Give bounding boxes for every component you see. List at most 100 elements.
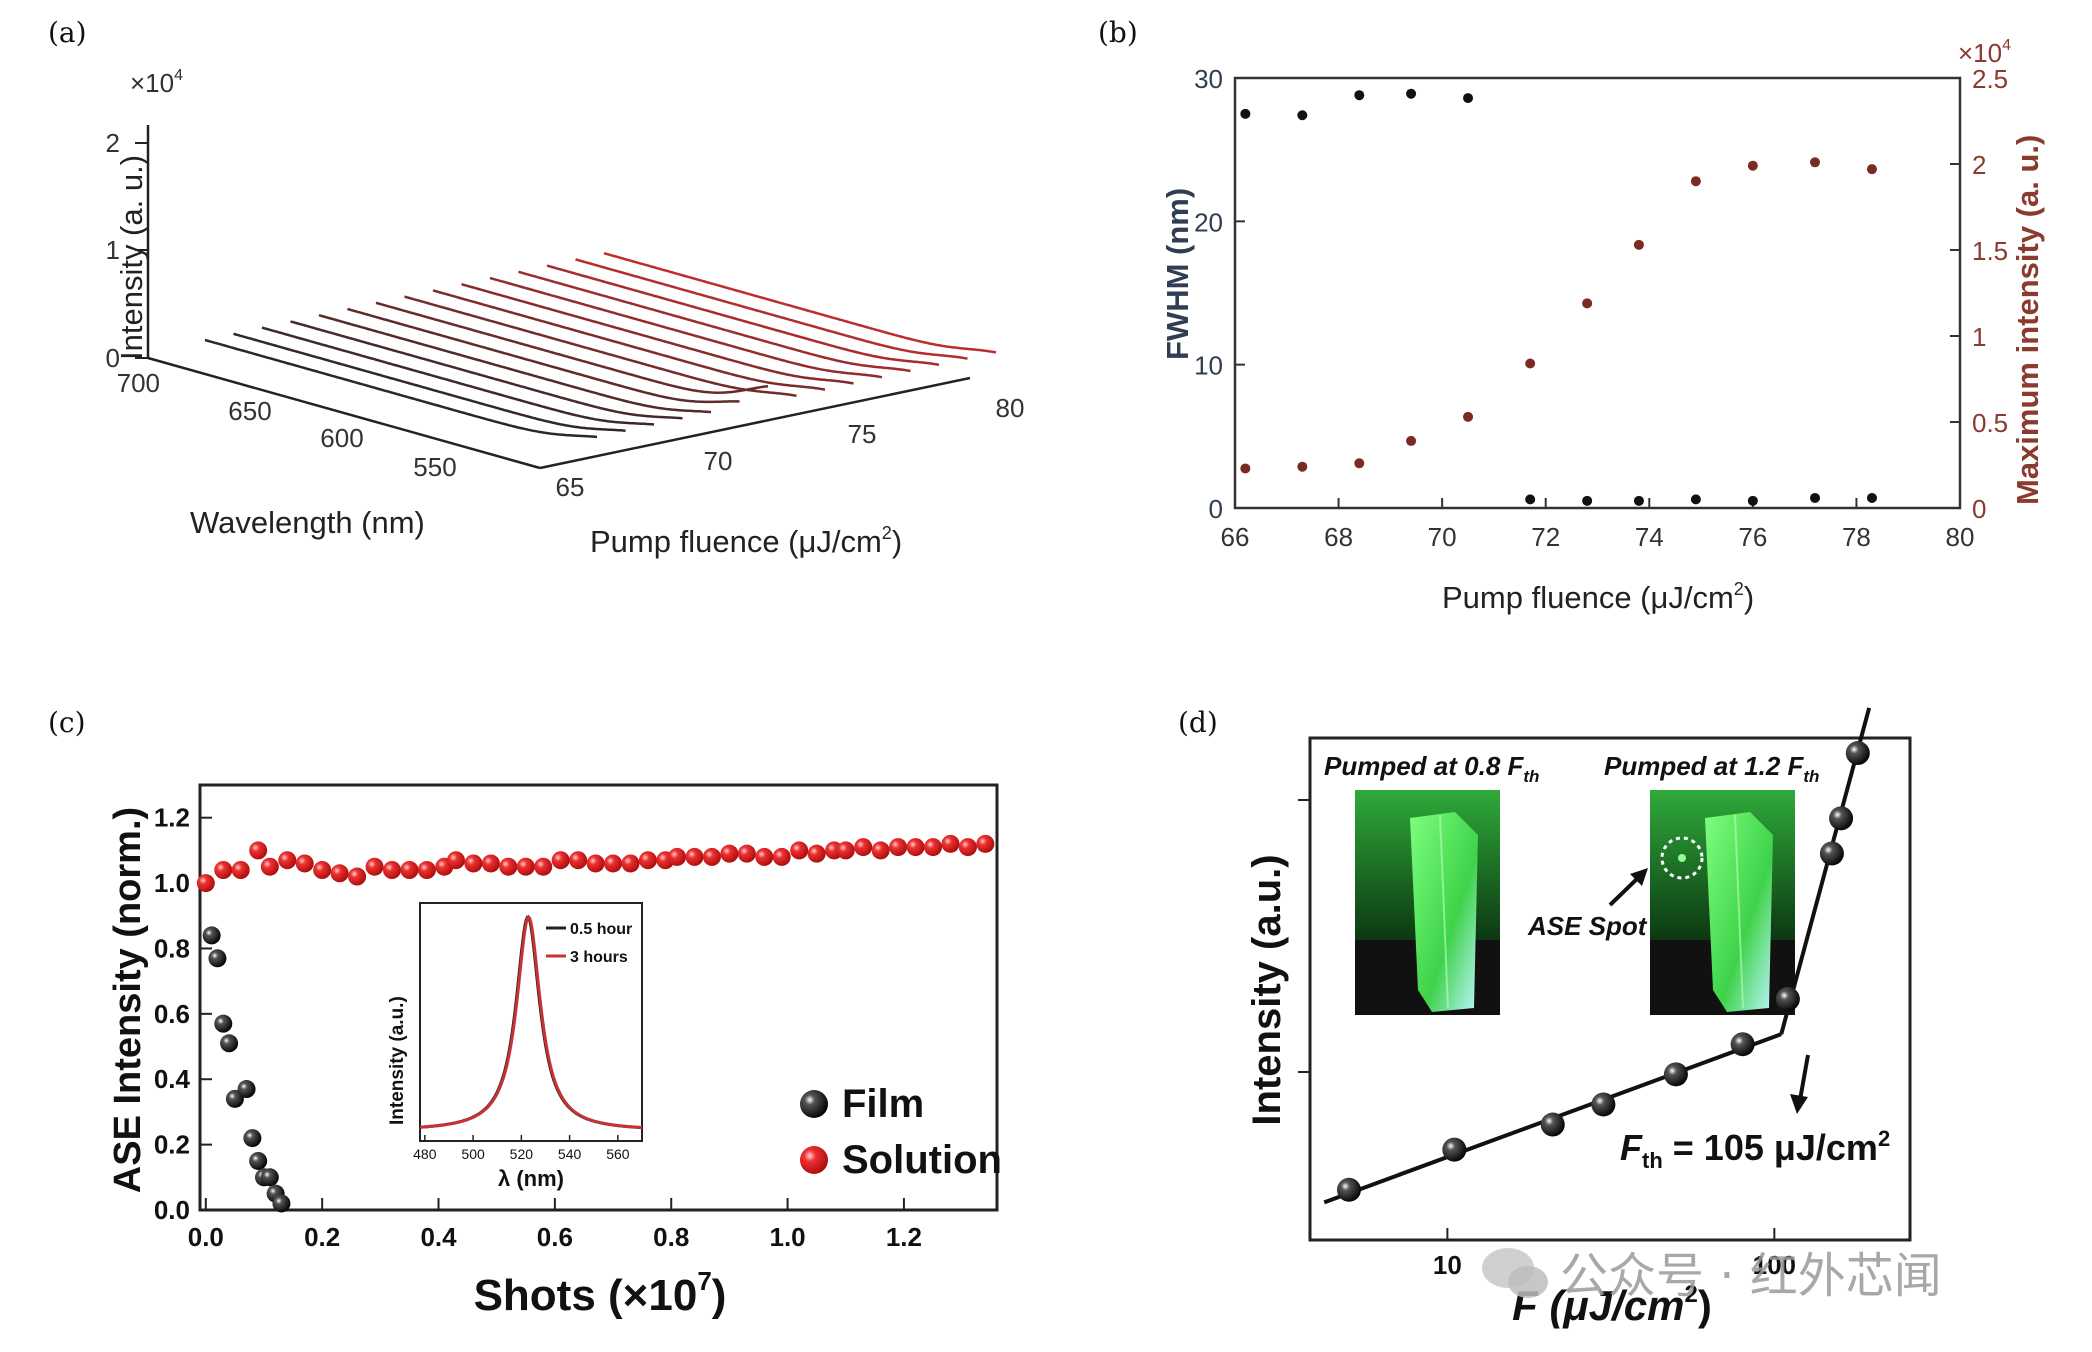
fwhm-point (1406, 88, 1417, 99)
panel-a-exponent-power: 4 (174, 67, 183, 84)
panel-b-label: (b) (1098, 16, 1138, 49)
panel-b-scatter-chart: (b) 66 68 70 72 74 76 78 80 0 10 20 30 0 0.5 1 1.5 2 2.… (1098, 16, 2045, 615)
intensity-point (1730, 1032, 1755, 1057)
max-intensity-point (1747, 160, 1758, 171)
solution-point (871, 841, 890, 860)
inset-right-title-sub: th (1803, 767, 1819, 786)
inset-left-title: Pumped at 0.8 Fth (1324, 751, 1539, 786)
spectrum-curve (404, 295, 797, 398)
threshold-label-value: = 105 μJ/cm (1663, 1127, 1878, 1168)
threshold-arrow-shaft (1798, 1054, 1810, 1101)
crystal-right-edge (1734, 814, 1744, 1009)
fwhm-point (1747, 495, 1758, 506)
x-tick-label: 10 (1433, 1250, 1462, 1280)
solution-point (231, 861, 250, 879)
panel-a-y-tick-label: 70 (704, 446, 733, 476)
solution-point (906, 838, 925, 857)
threshold-arrow-head (1790, 1094, 1808, 1114)
x-tick-label: 0.0 (188, 1222, 224, 1252)
panel-a-x-label: Wavelength (nm) (190, 505, 425, 540)
x-tick-label: 76 (1738, 522, 1767, 552)
spectrum-curve (290, 320, 683, 420)
inset-x-tick-label: 500 (461, 1146, 485, 1162)
panel-c-x-label: Shots (×107) (474, 1266, 727, 1320)
panel-c-y-ticks: 0.0 0.2 0.4 0.6 0.8 1.0 1.2 (154, 803, 212, 1225)
spectrum-curve (432, 289, 826, 391)
fwhm-point (1866, 492, 1877, 503)
spectrum-curve (546, 264, 940, 367)
panel-b-y2-exponent: ×104 (1958, 37, 2011, 68)
inset-x-label: λ (nm) (498, 1166, 564, 1191)
panel-a-x-axis (147, 356, 541, 470)
panel-b-x-label-main: Pump fluence (μJ/cm (1442, 580, 1734, 615)
spectrum-curve (489, 276, 883, 379)
y-tick-label: 0.0 (154, 1195, 190, 1225)
inset-y-label: Intensity (a.u.) (387, 996, 408, 1125)
panel-a-exponent-base: ×10 (130, 68, 174, 98)
max-intensity-point (1354, 458, 1365, 469)
panel-c-x-label-main: Shots (×10 (474, 1271, 698, 1320)
fwhm-point (1240, 108, 1251, 119)
x-tick-label: 74 (1635, 522, 1664, 552)
threshold-label-sub: th (1642, 1148, 1663, 1173)
panel-a-y-label-end: ) (892, 524, 902, 559)
intensity-point (1442, 1137, 1467, 1162)
max-intensity-point (1633, 239, 1644, 250)
panel-a-x-tick-label: 700 (117, 368, 160, 398)
x-tick-label: 1.2 (886, 1222, 922, 1252)
intensity-point (1336, 1177, 1361, 1202)
intensity-point (1845, 741, 1870, 766)
solution-point (569, 851, 588, 870)
intensity-point (1591, 1092, 1616, 1117)
y-tick-label: 30 (1194, 64, 1223, 94)
solution-point (417, 861, 436, 879)
intensity-point (1819, 841, 1844, 866)
panel-a-y-label-main: Pump fluence (μJ/cm (590, 524, 882, 559)
solution-point (278, 851, 297, 870)
y-tick-label: 20 (1194, 207, 1223, 237)
spectrum-curve (518, 270, 911, 373)
legend-film-label: Film (842, 1082, 924, 1126)
solution-point (836, 841, 855, 860)
ase-spot-arrow-head (1630, 868, 1648, 886)
solution-point (941, 834, 960, 853)
solution-point (481, 854, 500, 873)
solution-point (958, 838, 977, 857)
threshold-label: Fth = 105 μJ/cm2 (1620, 1126, 1890, 1173)
panel-c-x-ticks: 0.0 0.2 0.4 0.6 0.8 1.0 1.2 (188, 1198, 922, 1252)
solution-point (260, 857, 279, 876)
panel-a-exponent: ×104 (130, 67, 183, 98)
solution-point (790, 841, 809, 860)
watermark: 公众号 · 红外芯闻 (1482, 1248, 1942, 1304)
inset-x-tick-label: 520 (510, 1146, 534, 1162)
solution-point (295, 854, 314, 873)
spectrum-curve (461, 283, 854, 385)
x-tick-label: 0.2 (304, 1222, 340, 1252)
max-intensity-point (1406, 435, 1417, 446)
panel-a-y-tick-label: 65 (556, 472, 585, 502)
panel-a-y-label: Pump fluence (μJ/cm2) (590, 523, 902, 559)
solution-point (737, 844, 756, 863)
max-intensity-point (1582, 298, 1593, 309)
y2-tick-label: 1 (1972, 322, 1986, 352)
y-tick-label: 0.4 (154, 1064, 191, 1094)
solution-point (534, 857, 553, 876)
x-tick-label: 70 (1428, 522, 1457, 552)
solution-point (313, 861, 332, 879)
panel-b-x-label-sup: 2 (1734, 579, 1744, 599)
y-tick-label: 10 (1194, 351, 1223, 381)
panel-d-points (1336, 741, 1870, 1202)
solution-point (924, 838, 943, 857)
inset-right-title-main: Pumped at 1.2 F (1604, 751, 1804, 781)
panel-a-y-tick-label: 75 (848, 419, 877, 449)
panel-a-z-tick-label: 2 (106, 128, 120, 158)
panel-b-y2-ticks: 0 0.5 1 1.5 2 2.5 (1950, 64, 2008, 524)
solution-point (621, 854, 640, 873)
panel-b-y2-label: Maximum intensity (a. u.) (2010, 135, 2045, 505)
x-tick-label: 68 (1324, 522, 1353, 552)
film-point (243, 1129, 262, 1148)
max-intensity-point (1297, 461, 1308, 472)
x-tick-label: 72 (1531, 522, 1560, 552)
solution-point (214, 861, 233, 879)
solution-point (400, 861, 419, 879)
